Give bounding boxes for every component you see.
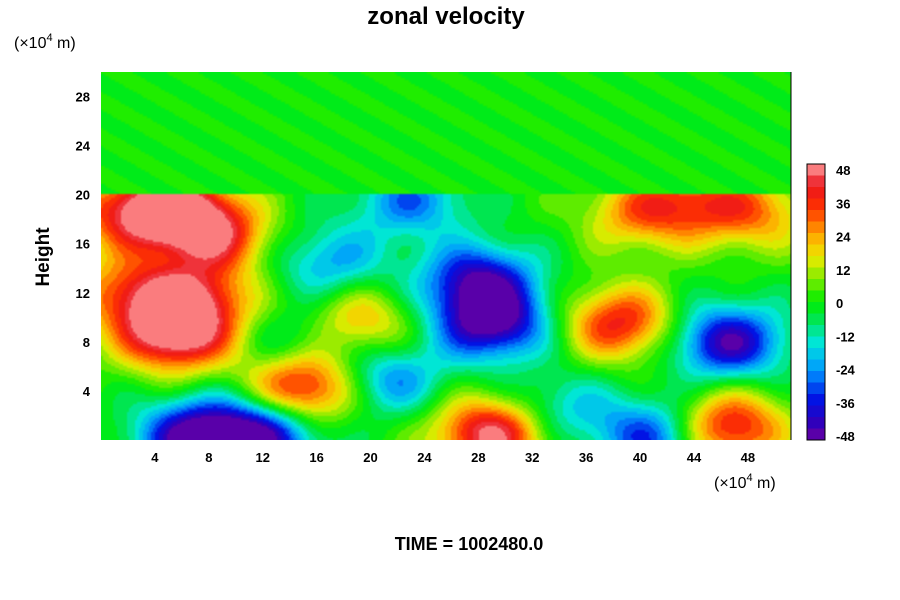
- x-tick-label: 4: [151, 450, 159, 465]
- x-unit-label: (×104 m): [714, 472, 776, 492]
- y-axis-label: Height: [33, 227, 54, 287]
- colorbar: [806, 163, 826, 441]
- colorbar-band: [807, 233, 825, 245]
- x-tick-labels: 4 8 12 16 20 24 28 32 36 40 44 48: [151, 450, 755, 465]
- colorbar-band: [807, 417, 825, 429]
- colorbar-tick-label: 48: [836, 163, 850, 178]
- colorbar-tick-label: -12: [836, 329, 855, 344]
- colorbar-tick-label: 36: [836, 196, 850, 211]
- y-tick-label: 20: [76, 188, 90, 203]
- x-tick-label: 16: [309, 450, 323, 465]
- colorbar-outline: [806, 163, 826, 441]
- x-tick-label: 40: [633, 450, 647, 465]
- colorbar-band: [807, 405, 825, 418]
- y-tick-label: 24: [76, 139, 91, 154]
- colorbar-band: [807, 256, 825, 268]
- colorbar-band: [807, 302, 825, 314]
- heatmap-plot-area: [101, 72, 791, 440]
- x-tick-label: 28: [471, 450, 485, 465]
- colorbar-band: [807, 221, 825, 234]
- colorbar-band: [807, 267, 825, 280]
- x-tick-label: 24: [417, 450, 432, 465]
- time-label: TIME = 1002480.0: [395, 534, 544, 554]
- colorbar-tick-label: -24: [836, 363, 856, 378]
- colorbar-band: [807, 359, 825, 372]
- y-tick-label: 8: [83, 335, 90, 350]
- x-tick-label: 12: [255, 450, 269, 465]
- x-tick-label: 8: [205, 450, 212, 465]
- heatmap-field: [101, 72, 791, 440]
- colorbar-band: [807, 175, 825, 188]
- y-tick-label: 12: [76, 286, 90, 301]
- colorbar-band: [807, 187, 825, 199]
- colorbar-band: [807, 164, 825, 176]
- colorbar-tick-label: -48: [836, 429, 855, 444]
- x-tick-label: 36: [579, 450, 593, 465]
- y-tick-labels: 4 8 12 16 20 24 28: [76, 90, 91, 399]
- colorbar-band: [807, 348, 825, 360]
- colorbar-tick-label: 0: [836, 296, 843, 311]
- colorbar-band: [807, 290, 825, 303]
- colorbar-band: [807, 382, 825, 395]
- colorbar-band: [807, 279, 825, 291]
- colorbar-band: [807, 325, 825, 337]
- colorbar-band: [807, 244, 825, 257]
- y-tick-label: 4: [83, 384, 91, 399]
- y-tick-label: 16: [76, 237, 90, 252]
- colorbar-band: [807, 394, 825, 406]
- colorbar-tick-labels: 48 36 24 12 0 -12 -24 -36 -48: [836, 163, 856, 444]
- x-tick-label: 20: [363, 450, 377, 465]
- colorbar-band: [807, 198, 825, 211]
- colorbar-band: [807, 313, 825, 326]
- colorbar-band: [807, 428, 825, 441]
- x-tick-label: 48: [741, 450, 755, 465]
- colorbar-tick-label: 24: [836, 230, 851, 245]
- x-tick-label: 44: [687, 450, 702, 465]
- colorbar-tick-label: -36: [836, 396, 855, 411]
- y-tick-label: 28: [76, 90, 90, 105]
- colorbar-band: [807, 336, 825, 349]
- chart-title: zonal velocity: [367, 3, 525, 30]
- colorbar-band: [807, 371, 825, 383]
- x-tick-label: 32: [525, 450, 539, 465]
- colorbar-tick-label: 12: [836, 263, 850, 278]
- y-unit-label: (×104 m): [14, 32, 76, 52]
- colorbar-band: [807, 210, 825, 222]
